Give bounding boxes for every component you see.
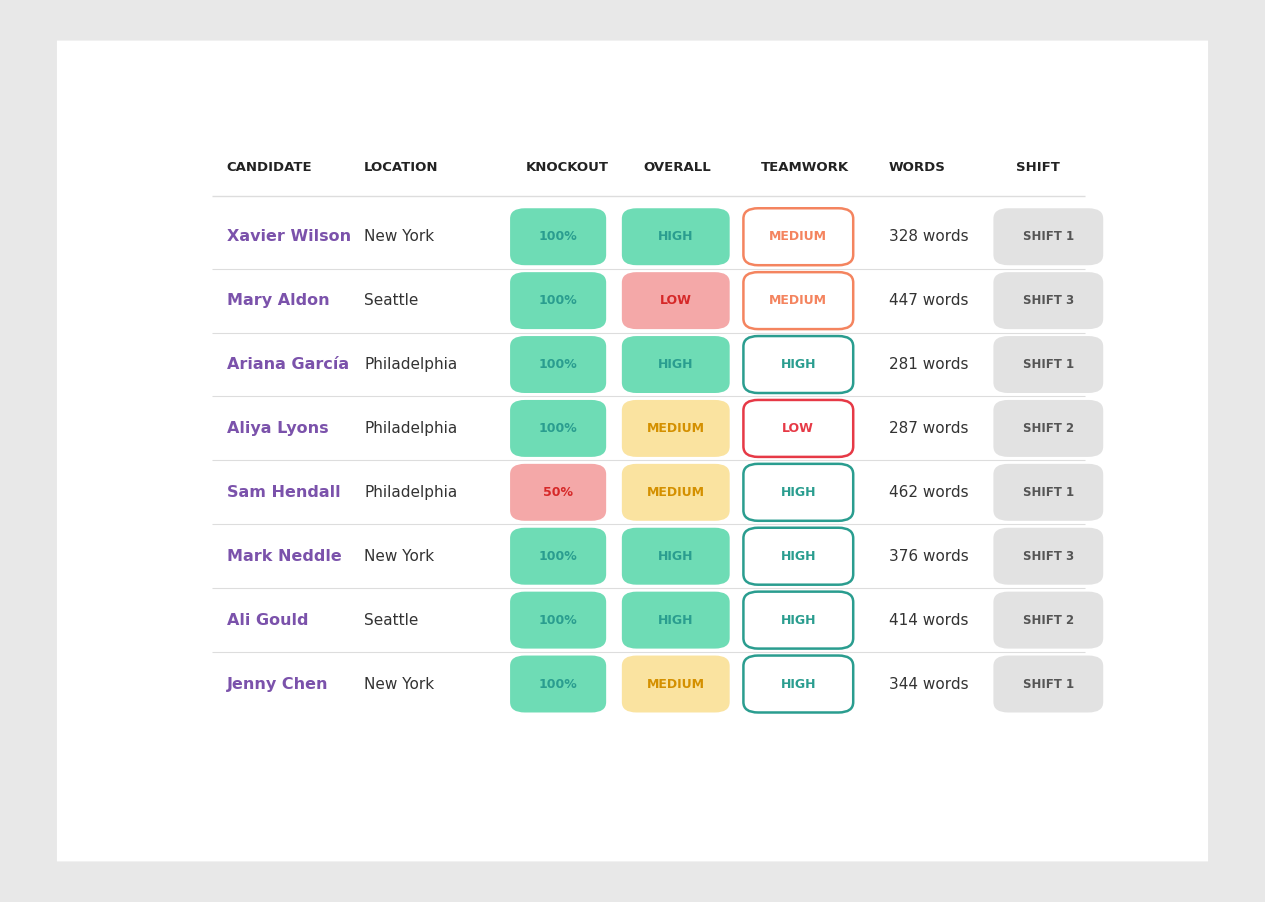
Text: SHIFT 3: SHIFT 3 [1022, 549, 1074, 563]
Text: SHIFT 3: SHIFT 3 [1022, 294, 1074, 307]
Text: MEDIUM: MEDIUM [646, 422, 705, 435]
FancyBboxPatch shape [993, 336, 1103, 393]
Text: SHIFT 2: SHIFT 2 [1022, 613, 1074, 627]
Text: SHIFT 1: SHIFT 1 [1022, 358, 1074, 371]
Text: HIGH: HIGH [658, 358, 693, 371]
FancyBboxPatch shape [510, 336, 606, 393]
Text: Aliya Lyons: Aliya Lyons [226, 421, 329, 436]
Text: New York: New York [364, 229, 434, 244]
Text: 376 words: 376 words [888, 548, 968, 564]
FancyBboxPatch shape [510, 592, 606, 649]
Text: SHIFT 2: SHIFT 2 [1022, 422, 1074, 435]
FancyBboxPatch shape [993, 400, 1103, 457]
Text: SHIFT 1: SHIFT 1 [1022, 230, 1074, 244]
FancyBboxPatch shape [622, 208, 730, 265]
Text: Jenny Chen: Jenny Chen [226, 676, 328, 692]
Text: 100%: 100% [539, 358, 578, 371]
Text: 287 words: 287 words [888, 421, 968, 436]
Text: 100%: 100% [539, 422, 578, 435]
FancyBboxPatch shape [622, 656, 730, 713]
FancyBboxPatch shape [993, 208, 1103, 265]
Text: MEDIUM: MEDIUM [646, 677, 705, 691]
Text: CANDIDATE: CANDIDATE [226, 161, 312, 174]
FancyBboxPatch shape [744, 464, 853, 520]
Text: Ali Gould: Ali Gould [226, 612, 309, 628]
FancyBboxPatch shape [993, 464, 1103, 520]
Text: New York: New York [364, 548, 434, 564]
FancyBboxPatch shape [510, 464, 606, 520]
FancyBboxPatch shape [510, 400, 606, 457]
FancyBboxPatch shape [622, 336, 730, 393]
FancyBboxPatch shape [993, 528, 1103, 584]
Text: MEDIUM: MEDIUM [769, 230, 827, 244]
FancyBboxPatch shape [622, 528, 730, 584]
FancyBboxPatch shape [993, 592, 1103, 649]
Text: LOCATION: LOCATION [364, 161, 439, 174]
Text: 462 words: 462 words [888, 484, 968, 500]
FancyBboxPatch shape [510, 656, 606, 713]
FancyBboxPatch shape [744, 592, 853, 649]
Text: HIGH: HIGH [658, 549, 693, 563]
Text: TEAMWORK: TEAMWORK [762, 161, 849, 174]
Text: Mary Aldon: Mary Aldon [226, 293, 329, 308]
Text: Ariana García: Ariana García [226, 357, 349, 372]
Text: 100%: 100% [539, 549, 578, 563]
FancyBboxPatch shape [744, 272, 853, 329]
Text: Sam Hendall: Sam Hendall [226, 484, 340, 500]
Text: OVERALL: OVERALL [644, 161, 711, 174]
Text: HIGH: HIGH [781, 358, 816, 371]
Text: Philadelphia: Philadelphia [364, 357, 457, 372]
FancyBboxPatch shape [744, 656, 853, 713]
Text: 100%: 100% [539, 294, 578, 307]
Text: Philadelphia: Philadelphia [364, 421, 457, 436]
Text: SHIFT: SHIFT [1016, 161, 1060, 174]
FancyBboxPatch shape [744, 208, 853, 265]
Text: 328 words: 328 words [888, 229, 968, 244]
Text: LOW: LOW [782, 422, 815, 435]
Text: MEDIUM: MEDIUM [769, 294, 827, 307]
Text: 50%: 50% [543, 486, 573, 499]
Text: Seattle: Seattle [364, 293, 419, 308]
FancyBboxPatch shape [993, 272, 1103, 329]
Text: LOW: LOW [660, 294, 692, 307]
FancyBboxPatch shape [993, 656, 1103, 713]
Text: 100%: 100% [539, 230, 578, 244]
Text: Mark Neddle: Mark Neddle [226, 548, 342, 564]
FancyBboxPatch shape [510, 272, 606, 329]
Text: New York: New York [364, 676, 434, 692]
Text: SHIFT 1: SHIFT 1 [1022, 677, 1074, 691]
FancyBboxPatch shape [622, 400, 730, 457]
FancyBboxPatch shape [622, 272, 730, 329]
Text: 100%: 100% [539, 677, 578, 691]
Text: HIGH: HIGH [658, 613, 693, 627]
Text: Seattle: Seattle [364, 612, 419, 628]
Text: MEDIUM: MEDIUM [646, 486, 705, 499]
Text: Xavier Wilson: Xavier Wilson [226, 229, 350, 244]
FancyBboxPatch shape [622, 464, 730, 520]
Text: HIGH: HIGH [781, 486, 816, 499]
Text: 447 words: 447 words [888, 293, 968, 308]
Text: SHIFT 1: SHIFT 1 [1022, 486, 1074, 499]
Text: HIGH: HIGH [781, 549, 816, 563]
Text: 414 words: 414 words [888, 612, 968, 628]
Text: 281 words: 281 words [888, 357, 968, 372]
FancyBboxPatch shape [744, 400, 853, 457]
FancyBboxPatch shape [744, 528, 853, 584]
Text: WORDS: WORDS [888, 161, 945, 174]
Text: HIGH: HIGH [781, 677, 816, 691]
FancyBboxPatch shape [510, 528, 606, 584]
FancyBboxPatch shape [510, 208, 606, 265]
Text: HIGH: HIGH [781, 613, 816, 627]
Text: 344 words: 344 words [888, 676, 968, 692]
FancyBboxPatch shape [744, 336, 853, 393]
Text: Philadelphia: Philadelphia [364, 484, 457, 500]
Text: KNOCKOUT: KNOCKOUT [526, 161, 608, 174]
Text: HIGH: HIGH [658, 230, 693, 244]
FancyBboxPatch shape [622, 592, 730, 649]
Text: 100%: 100% [539, 613, 578, 627]
